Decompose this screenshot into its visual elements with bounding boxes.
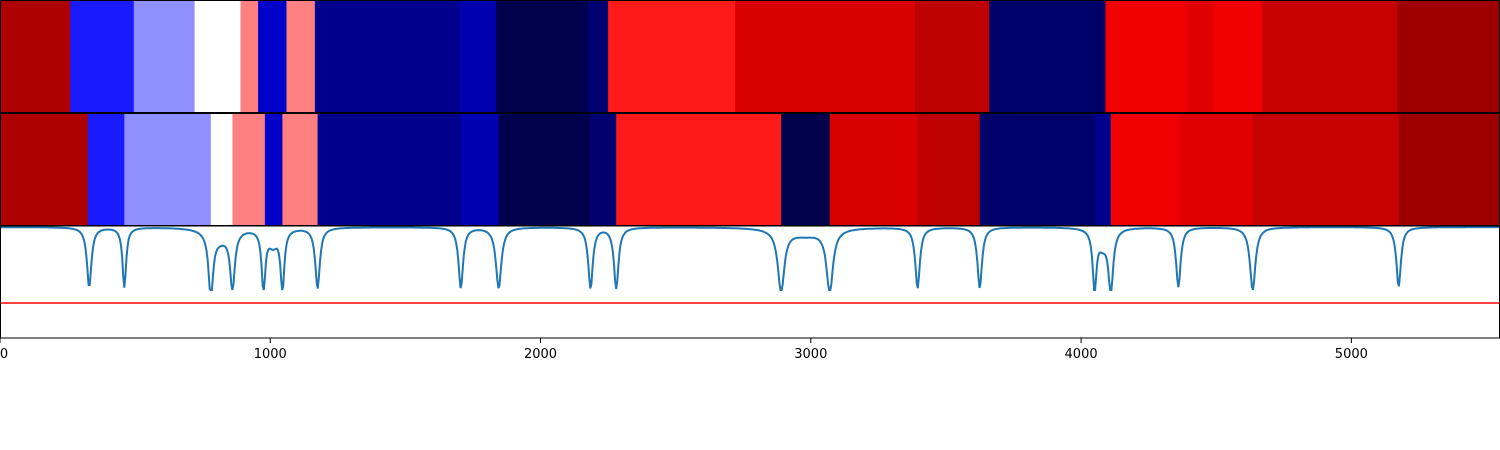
heatmap-row-1	[0, 1, 1500, 112]
heatmap-cell	[459, 1, 497, 112]
x-tick-label: 3000	[794, 347, 827, 362]
x-tick-label: 1000	[254, 347, 287, 362]
heatmap-cell	[87, 114, 125, 225]
heatmap-cell	[210, 114, 233, 225]
heatmap-cell	[0, 1, 71, 112]
heatmap-cell	[282, 114, 319, 225]
heatmap-cell	[1186, 1, 1215, 112]
heatmap-cell	[232, 114, 266, 225]
heatmap-cell	[829, 114, 919, 225]
trace-panel-background	[0, 226, 1500, 338]
x-tick-label: 2000	[524, 347, 557, 362]
heatmap-cell	[1398, 114, 1500, 225]
heatmap-cell	[1262, 1, 1398, 112]
heatmap-cell	[587, 1, 609, 112]
heatmap-cell	[1178, 114, 1254, 225]
heatmap-cell	[133, 1, 196, 112]
heatmap-cell	[917, 114, 981, 225]
heatmap-row-2	[0, 114, 1500, 225]
heatmap-cell	[124, 114, 212, 225]
heatmap-cell	[989, 1, 1106, 112]
heatmap-cell	[781, 114, 831, 225]
heatmap-cell	[1213, 1, 1263, 112]
heatmap-cell	[590, 114, 617, 225]
heatmap-cell	[616, 114, 782, 225]
heatmap-cell	[240, 1, 259, 112]
heatmap-cell	[0, 114, 89, 225]
heatmap-cell	[194, 1, 242, 112]
heatmap-cell	[495, 1, 589, 112]
trace-line	[0, 226, 1500, 291]
heatmap-cell	[979, 114, 1096, 225]
x-tick-label: 5000	[1335, 347, 1368, 362]
heatmap-cell	[286, 1, 316, 112]
heatmap-cell	[70, 1, 135, 112]
heatmap-cell	[258, 1, 287, 112]
heatmap-cell	[1094, 114, 1112, 225]
heatmap-cell	[735, 1, 916, 112]
heatmap-cell	[1110, 114, 1179, 225]
heatmap-cell	[608, 1, 736, 112]
heatmap-cell	[460, 114, 500, 225]
x-tick-label: 0	[0, 347, 8, 362]
heatmap-cell	[1252, 114, 1400, 225]
x-tick-label: 4000	[1065, 347, 1098, 362]
trace-panel	[0, 226, 1500, 338]
heatmap-cell	[264, 114, 283, 225]
heatmap-cell	[498, 114, 592, 225]
heatmap-cell	[1397, 1, 1500, 112]
heatmap-cell	[1105, 1, 1187, 112]
heatmap-cell	[914, 1, 990, 112]
x-axis: 0 1000 2000 3000 4000 5000	[0, 338, 1368, 362]
heatmap-cell	[317, 114, 462, 225]
heatmap-cell	[314, 1, 460, 112]
